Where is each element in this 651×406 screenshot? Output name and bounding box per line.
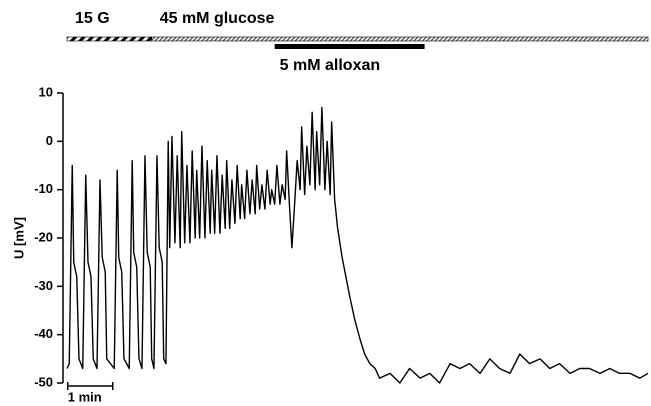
treatment-bar — [151, 36, 649, 42]
y-tick-label: -50 — [34, 374, 53, 389]
treatment-bar — [66, 36, 153, 42]
y-tick-label: -40 — [34, 326, 53, 341]
y-tick-label: -30 — [34, 278, 53, 293]
y-axis-label: U [mV] — [11, 217, 26, 259]
trace — [66, 106, 649, 384]
treatment-bar — [274, 44, 425, 49]
y-tick-label: 10 — [39, 84, 53, 99]
treatment-label: 5 mM alloxan — [280, 57, 380, 74]
y-tick-label: -20 — [34, 229, 53, 244]
scale-bar-label: 1 min — [68, 389, 102, 404]
y-tick-label: -10 — [34, 181, 53, 196]
treatment-label: 15 G — [75, 10, 110, 27]
treatment-label: 45 mM glucose — [160, 10, 275, 27]
y-tick-label: 0 — [46, 133, 53, 148]
